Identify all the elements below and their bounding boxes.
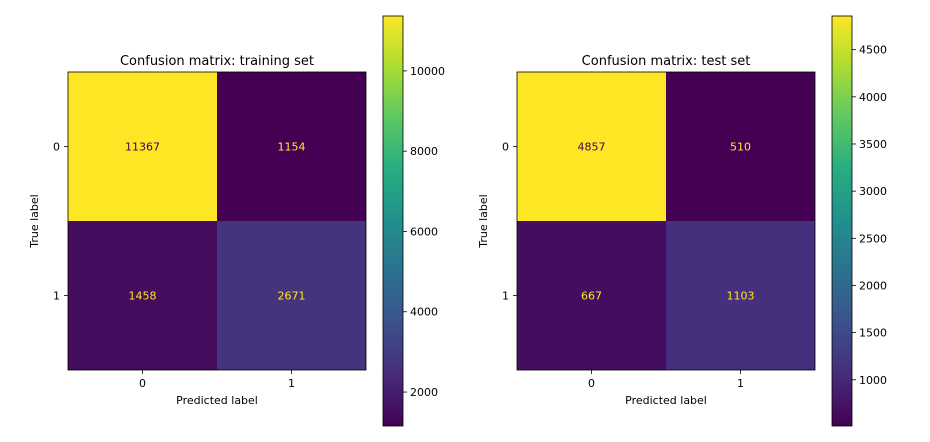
cell-value-label: 1154 — [278, 141, 306, 154]
confusion-matrix-test: 4857 510 667 1103 Confusion matrix: test set… — [477, 15, 887, 427]
colorbar: 1000 1500 2000 2500 3000 3500 4000 4500 — [831, 15, 887, 427]
colorbar-tick-label: 4000 — [859, 91, 887, 104]
colorbar-tick-label: 8000 — [410, 145, 438, 158]
cell-value-label: 1103 — [727, 290, 755, 303]
matrix-cell — [217, 72, 366, 221]
colorbar-tick-label: 1500 — [859, 327, 887, 340]
chart-title: Confusion matrix: training set — [120, 54, 314, 69]
colorbar-tick-label: 6000 — [410, 225, 438, 238]
x-tick-label: 0 — [139, 377, 146, 390]
colorbar-tick-label: 3500 — [859, 138, 887, 151]
x-tick-label: 1 — [737, 377, 744, 390]
colorbar-tick-label: 1000 — [859, 374, 887, 387]
cell-value-label: 2671 — [278, 290, 306, 303]
y-axis-label: True label — [477, 194, 490, 248]
x-axis-label: Predicted label — [176, 394, 258, 407]
confusion-matrix-training: 11367 1154 1458 2671 Confusion matrix: train… — [28, 15, 445, 427]
y-tick-label: 1 — [53, 290, 60, 303]
x-axis-label: Predicted label — [625, 394, 707, 407]
x-tick-label: 1 — [288, 377, 295, 390]
axes-frame — [67, 71, 367, 371]
matrix-cell — [68, 72, 217, 221]
matrix-cell — [68, 221, 217, 370]
colorbar: 2000 4000 6000 8000 10000 — [382, 15, 445, 427]
colorbar-gradient — [382, 15, 404, 427]
cell-value-label: 667 — [581, 290, 602, 303]
matrix-cell — [517, 221, 666, 370]
x-tick-label: 0 — [588, 377, 595, 390]
matrix-cell — [666, 221, 815, 370]
cell-value-label: 11367 — [125, 141, 160, 154]
colorbar-tick-label: 2000 — [859, 279, 887, 292]
colorbar-tick-label: 4500 — [859, 44, 887, 57]
y-tick-label: 0 — [53, 141, 60, 154]
y-tick-label: 0 — [502, 141, 509, 154]
colorbar-tick-label: 2500 — [859, 232, 887, 245]
matrix-cell — [666, 72, 815, 221]
y-axis-label: True label — [28, 194, 41, 248]
colorbar-tick-label: 2000 — [410, 386, 438, 399]
y-tick-label: 1 — [502, 290, 509, 303]
cell-value-label: 4857 — [578, 141, 606, 154]
cell-value-label: 1458 — [129, 290, 157, 303]
colorbar-tick-label: 4000 — [410, 306, 438, 319]
chart-title: Confusion matrix: test set — [582, 54, 751, 69]
matrix-cell — [217, 221, 366, 370]
matrix-cell — [517, 72, 666, 221]
colorbar-tick-label: 3000 — [859, 185, 887, 198]
colorbar-gradient — [831, 15, 853, 427]
axes-frame — [516, 71, 816, 371]
colorbar-tick-label: 10000 — [410, 65, 445, 78]
cell-value-label: 510 — [730, 141, 751, 154]
